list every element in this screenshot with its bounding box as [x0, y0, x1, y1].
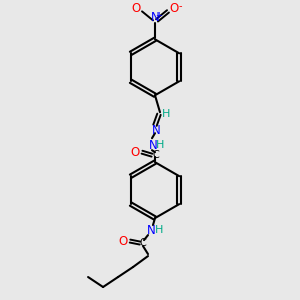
- Text: H: H: [162, 109, 170, 119]
- Text: N: N: [151, 11, 159, 24]
- Text: N: N: [147, 224, 155, 237]
- Text: O: O: [118, 235, 128, 248]
- Text: C: C: [153, 150, 159, 160]
- Text: N: N: [148, 139, 158, 152]
- Text: H: H: [156, 140, 164, 150]
- Text: O: O: [131, 2, 141, 15]
- Text: C: C: [140, 238, 146, 248]
- Text: -: -: [178, 2, 182, 11]
- Text: N: N: [152, 124, 160, 137]
- Text: O: O: [169, 2, 178, 15]
- Text: +: +: [156, 11, 162, 20]
- Text: H: H: [155, 225, 163, 235]
- Text: O: O: [130, 146, 140, 159]
